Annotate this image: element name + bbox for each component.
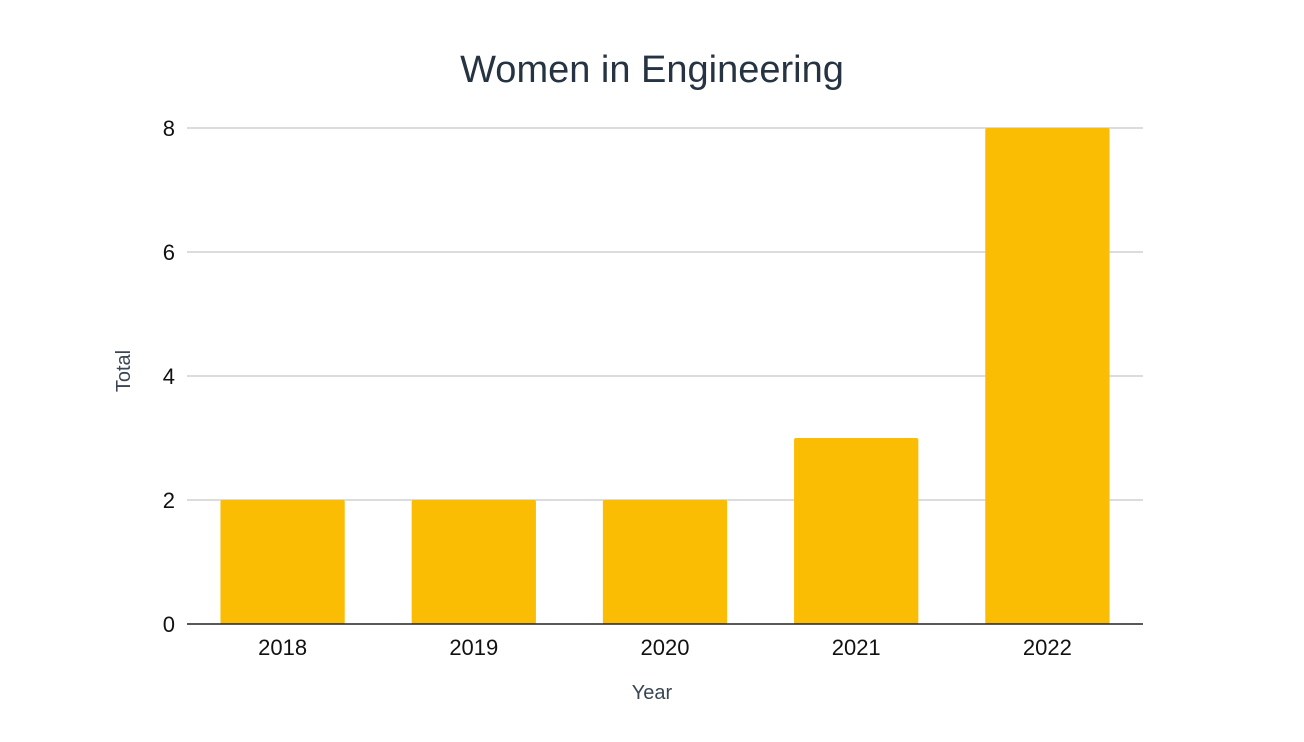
bar-2018 [220,500,345,624]
x-tick-label: 2021 [832,635,881,660]
y-tick-label: 6 [163,240,175,265]
x-tick-labels: 2018 2019 2020 2021 2022 [258,635,1072,660]
y-tick-label: 0 [163,612,175,637]
bar-2021 [794,438,919,624]
x-tick-label: 2019 [449,635,498,660]
bars [220,128,1110,624]
bar-2019 [411,500,536,624]
x-tick-label: 2020 [641,635,690,660]
y-tick-label: 2 [163,488,175,513]
y-tick-label: 8 [163,116,175,141]
x-tick-label: 2022 [1023,635,1072,660]
y-tick-labels: 0 2 4 6 8 [163,116,175,637]
chart-title: Women in Engineering [460,49,844,91]
x-axis-title: Year [632,682,673,704]
x-tick-label: 2018 [258,635,307,660]
y-axis-title: Total [113,350,135,392]
y-tick-label: 4 [163,364,175,389]
bar-2022 [985,128,1110,624]
bar-2020 [602,500,728,624]
